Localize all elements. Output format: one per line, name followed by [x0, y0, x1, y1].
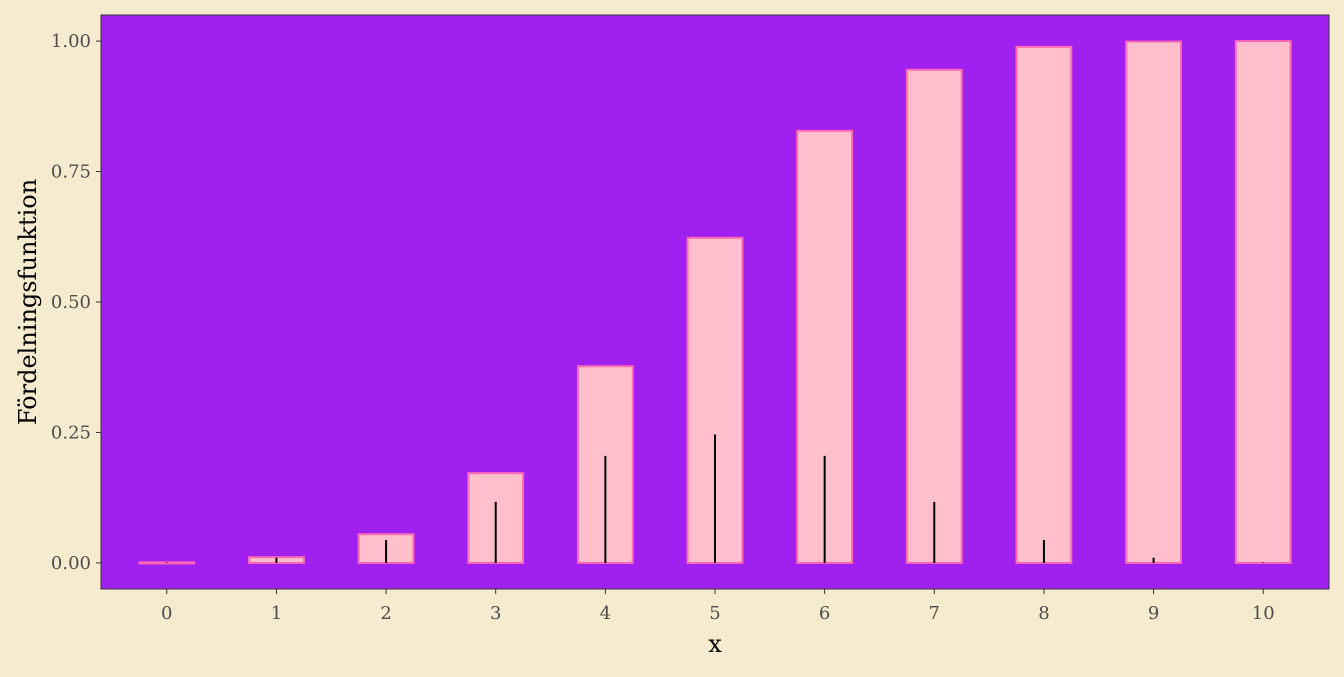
y-tick-label: 0.75	[51, 162, 91, 183]
x-tick-label: 0	[161, 603, 172, 624]
x-tick-label: 6	[819, 603, 830, 624]
x-tick-label: 7	[929, 603, 940, 624]
y-tick-label: 0.00	[51, 553, 91, 574]
x-tick-label: 8	[1038, 603, 1049, 624]
x-tick-label: 9	[1148, 603, 1159, 624]
bars-layer	[138, 40, 1292, 565]
bar-x-9	[1125, 40, 1182, 564]
x-tick-label: 10	[1252, 603, 1275, 624]
x-tick-label: 3	[490, 603, 501, 624]
bar-x-10	[1234, 40, 1292, 564]
x-tick-label: 1	[271, 603, 282, 624]
y-axis: 0.00 0.25 0.50 0.75 1.00	[51, 31, 101, 574]
bar-x-7	[905, 68, 963, 564]
x-axis: 0 1 2 3 4 5 6 7 8 9 10	[161, 589, 1275, 624]
y-tick-label: 1.00	[51, 31, 91, 52]
y-tick-label: 0.25	[51, 422, 91, 443]
y-tick-label: 0.50	[51, 292, 91, 313]
y-axis-title: Fördelningsfunktion	[14, 179, 42, 425]
spikes-layer	[165, 434, 1265, 563]
x-tick-label: 5	[709, 603, 720, 624]
bar-x-8	[1015, 45, 1073, 564]
x-tick-label: 4	[600, 603, 611, 624]
x-axis-title: x	[708, 630, 722, 658]
x-tick-label: 2	[380, 603, 391, 624]
